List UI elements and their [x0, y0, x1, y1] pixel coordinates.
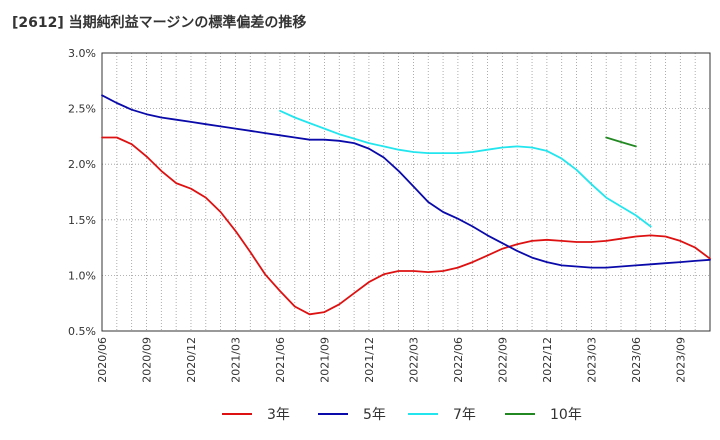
y-tick-label: 2.5%	[68, 103, 96, 116]
chart-title: [2612] 当期純利益マージンの標準偏差の推移	[12, 15, 307, 31]
series-line-3	[279, 109, 652, 228]
x-tick-label: 2023/06	[630, 337, 643, 383]
series-line-1	[101, 136, 711, 316]
x-tick-label: 2023/09	[674, 337, 687, 383]
plot-area	[102, 53, 710, 331]
x-tick-label: 2022/12	[541, 337, 554, 383]
x-tick-label: 2021/09	[318, 337, 331, 383]
y-tick-label: 3.0%	[68, 47, 96, 60]
x-tick-label: 2021/03	[229, 337, 242, 383]
series-line-2	[101, 94, 711, 269]
y-tick-label: 1.5%	[68, 214, 96, 227]
x-tick-label: 2021/06	[274, 337, 287, 383]
series-line-4	[605, 136, 637, 148]
y-tick-label: 1.0%	[68, 269, 96, 282]
y-tick-label: 2.0%	[68, 158, 96, 171]
x-tick-label: 2020/12	[185, 337, 198, 383]
x-tick-label: 2022/06	[452, 337, 465, 383]
legend-label: 5年	[363, 407, 386, 423]
y-tick-label: 0.5%	[68, 325, 96, 338]
x-tick-label: 2021/12	[363, 337, 376, 383]
x-tick-label: 2022/03	[407, 337, 420, 383]
legend-label: 7年	[453, 407, 476, 423]
legend-label: 3年	[267, 407, 290, 423]
x-tick-label: 2023/03	[585, 337, 598, 383]
legend-label: 10年	[550, 407, 582, 423]
x-tick-label: 2020/09	[140, 337, 153, 383]
plot-frame	[101, 52, 711, 332]
x-tick-label: 2022/09	[496, 337, 509, 383]
x-tick-label: 2023/12	[719, 337, 720, 383]
x-tick-label: 2020/06	[96, 337, 109, 383]
